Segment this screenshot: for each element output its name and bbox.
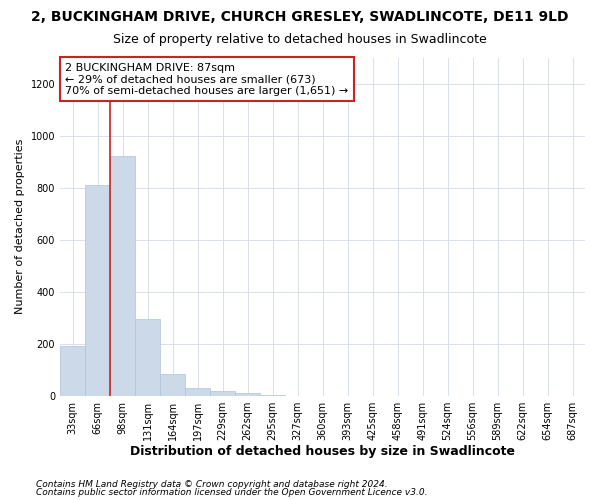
Text: Contains HM Land Registry data © Crown copyright and database right 2024.: Contains HM Land Registry data © Crown c… [36,480,388,489]
Bar [235,394,260,396]
Text: 2, BUCKINGHAM DRIVE, CHURCH GRESLEY, SWADLINCOTE, DE11 9LD: 2, BUCKINGHAM DRIVE, CHURCH GRESLEY, SWA… [31,10,569,24]
Bar [135,320,160,396]
Bar [110,156,135,396]
X-axis label: Distribution of detached houses by size in Swadlincote: Distribution of detached houses by size … [130,444,515,458]
Y-axis label: Number of detached properties: Number of detached properties [15,139,25,314]
Bar [60,346,85,396]
Text: Size of property relative to detached houses in Swadlincote: Size of property relative to detached ho… [113,32,487,46]
Bar [185,388,210,396]
Text: 2 BUCKINGHAM DRIVE: 87sqm
← 29% of detached houses are smaller (673)
70% of semi: 2 BUCKINGHAM DRIVE: 87sqm ← 29% of detac… [65,62,349,96]
Bar [160,374,185,396]
Bar [85,185,110,396]
Text: Contains public sector information licensed under the Open Government Licence v3: Contains public sector information licen… [36,488,427,497]
Bar [210,392,235,396]
